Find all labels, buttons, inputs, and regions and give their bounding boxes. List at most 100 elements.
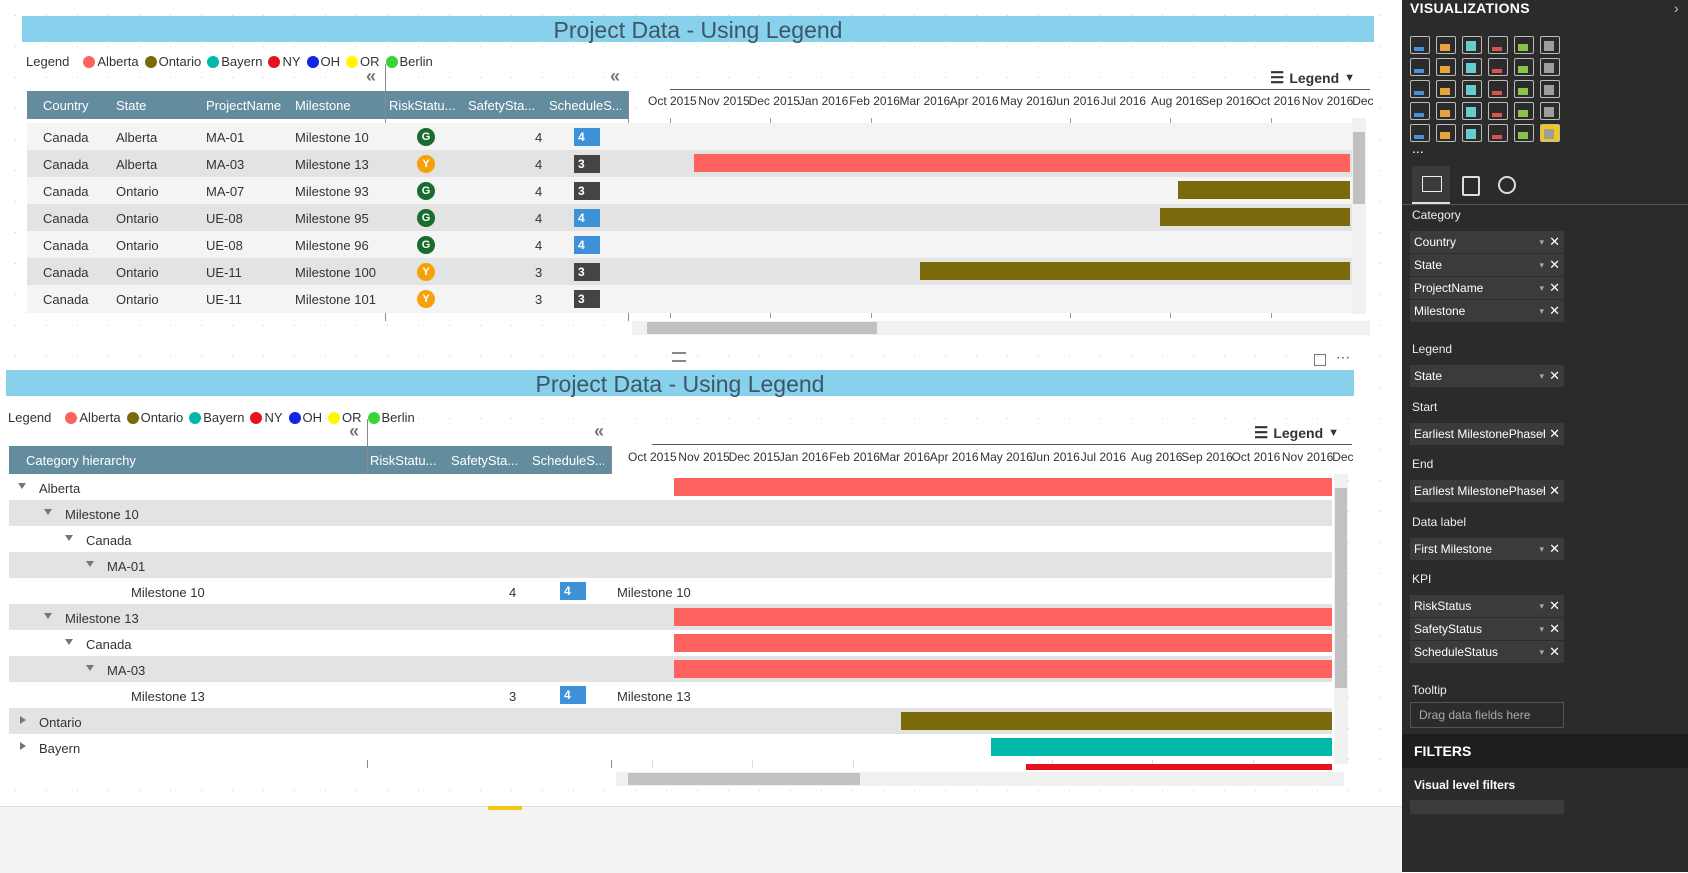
slicer-icon[interactable] xyxy=(1410,124,1430,142)
column-header-5[interactable]: SafetySta... xyxy=(468,98,536,113)
page-tab-active[interactable] xyxy=(488,806,522,810)
filter-well[interactable] xyxy=(1410,800,1564,814)
chevron-down-icon[interactable]: ▾ xyxy=(1539,429,1544,439)
globe-icon[interactable] xyxy=(1514,124,1534,142)
grid-v-scrollbar[interactable] xyxy=(1352,118,1366,314)
remove-field-icon[interactable]: ✕ xyxy=(1549,368,1560,383)
stacked-bar-icon[interactable] xyxy=(1410,36,1430,54)
collapse-grid-icon[interactable]: « xyxy=(349,421,359,441)
chevron-down-icon[interactable]: ▾ xyxy=(1539,371,1544,381)
collapse-timeline-icon[interactable]: « xyxy=(610,66,620,86)
stacked-column-icon[interactable] xyxy=(1436,36,1456,54)
category-field-1[interactable]: State ▾ ✕ xyxy=(1410,254,1564,276)
tooltip-drop-zone[interactable]: Drag data fields here xyxy=(1410,702,1564,728)
column-header-0[interactable]: Country xyxy=(43,98,89,113)
legend-toggle-button[interactable]: ☰ Legend ▼ xyxy=(1270,68,1355,88)
chevron-down-icon[interactable]: ▾ xyxy=(1539,601,1544,611)
chevron-down-icon[interactable]: ▾ xyxy=(1539,544,1544,554)
legend-item-or[interactable]: OR xyxy=(346,54,380,69)
gantt-bar-ny[interactable] xyxy=(1026,764,1332,770)
gantt-bar-alberta[interactable] xyxy=(674,634,1332,652)
fields-tab[interactable] xyxy=(1412,166,1450,204)
expanded-caret-icon[interactable] xyxy=(86,665,94,671)
remove-field-icon[interactable]: ✕ xyxy=(1549,483,1560,498)
data-label-field[interactable]: First Milestone ▾ ✕ xyxy=(1410,538,1564,560)
line-icon[interactable] xyxy=(1410,58,1430,76)
remove-field-icon[interactable]: ✕ xyxy=(1549,426,1560,441)
gantt-bar-alberta[interactable] xyxy=(674,660,1332,678)
remove-field-icon[interactable]: ✕ xyxy=(1549,541,1560,556)
gantt-bar-alberta[interactable] xyxy=(694,154,1350,172)
collapsed-caret-icon[interactable] xyxy=(20,742,26,750)
legend-item-ontario[interactable]: Ontario xyxy=(144,54,201,69)
kpi-field-1[interactable]: SafetyStatus ▾ ✕ xyxy=(1410,618,1564,640)
legend-item-ny[interactable]: NY xyxy=(268,54,301,69)
remove-field-icon[interactable]: ✕ xyxy=(1549,234,1560,249)
gantt-bar-bayern[interactable] xyxy=(991,738,1332,756)
stacked-area-icon[interactable] xyxy=(1462,58,1482,76)
chevron-down-icon[interactable]: ▾ xyxy=(1539,647,1544,657)
more-options-icon[interactable]: ⋯ xyxy=(1336,349,1350,365)
kpi-field-0[interactable]: RiskStatus ▾ ✕ xyxy=(1410,595,1564,617)
scatter-icon[interactable] xyxy=(1436,80,1456,98)
start-field[interactable]: Earliest MilestonePhaseI ▾ ✕ xyxy=(1410,423,1564,445)
legend-field[interactable]: State ▾ ✕ xyxy=(1410,365,1564,387)
tree-row[interactable]: MA-01 xyxy=(9,552,1332,578)
line-clustered-icon[interactable] xyxy=(1514,58,1534,76)
expanded-caret-icon[interactable] xyxy=(65,639,73,645)
legend-item-berlin[interactable]: Berlin xyxy=(367,410,415,425)
scrollbar-thumb[interactable] xyxy=(1353,132,1365,204)
area-icon[interactable] xyxy=(1436,58,1456,76)
chevron-down-icon[interactable]: ▾ xyxy=(1539,624,1544,634)
collapse-timeline-icon[interactable]: « xyxy=(594,421,604,441)
legend-toggle-button[interactable]: ☰ Legend ▼ xyxy=(1254,423,1339,443)
funnel-icon[interactable] xyxy=(1436,102,1456,120)
legend-item-ontario[interactable]: Ontario xyxy=(126,410,183,425)
remove-field-icon[interactable]: ✕ xyxy=(1549,280,1560,295)
gantt-bar-alberta[interactable] xyxy=(674,608,1332,626)
r-visual-icon[interactable] xyxy=(1488,124,1508,142)
tree-row[interactable]: Milestone 13 3 4 Milestone 13 xyxy=(9,682,1332,708)
matrix-icon[interactable] xyxy=(1462,124,1482,142)
multirow-card-icon[interactable] xyxy=(1514,102,1534,120)
focus-mode-icon[interactable] xyxy=(1314,354,1326,366)
chevron-down-icon[interactable]: ▾ xyxy=(1539,237,1544,247)
end-field[interactable]: Earliest MilestonePhaseI ▾ ✕ xyxy=(1410,480,1564,502)
chevron-down-icon[interactable]: ▾ xyxy=(1539,283,1544,293)
waterfall-icon[interactable] xyxy=(1410,80,1430,98)
table-row[interactable]: Canada Ontario MA-07 Milestone 93 G 4 3 xyxy=(27,177,1352,205)
table-row[interactable]: Canada Ontario UE-08 Milestone 96 G 4 4 xyxy=(27,231,1352,259)
expanded-caret-icon[interactable] xyxy=(44,509,52,515)
collapse-grid-icon[interactable]: « xyxy=(366,66,376,86)
remove-field-icon[interactable]: ✕ xyxy=(1549,303,1560,318)
column-header-6[interactable]: ScheduleS... xyxy=(549,98,621,113)
legend-item-bayern[interactable]: Bayern xyxy=(207,54,262,69)
table-row[interactable]: Canada Ontario UE-11 Milestone 100 Y 3 3 xyxy=(27,258,1352,286)
chevron-down-icon[interactable]: ▾ xyxy=(1539,306,1544,316)
chevron-down-icon[interactable]: ▾ xyxy=(1539,260,1544,270)
gantt-bar-ontario[interactable] xyxy=(901,712,1332,730)
gantt-bar-ontario[interactable] xyxy=(1160,208,1350,226)
map-icon[interactable] xyxy=(1540,80,1560,98)
analytics-icon[interactable] xyxy=(1498,176,1516,194)
column-header-2[interactable]: ProjectName xyxy=(206,98,282,113)
column-header-1[interactable]: RiskStatu... xyxy=(370,453,437,468)
tree-row[interactable]: Canada xyxy=(9,526,1332,552)
column-header-1[interactable]: State xyxy=(116,98,147,113)
treemap-icon[interactable] xyxy=(1514,80,1534,98)
scrollbar-thumb[interactable] xyxy=(1335,488,1347,688)
gantt-visual-top[interactable]: Project Data - Using Legend Legend Alber… xyxy=(20,14,1376,340)
clustered-column-icon[interactable] xyxy=(1488,36,1508,54)
timeline-h-scrollbar[interactable] xyxy=(632,321,1370,335)
gauge-icon[interactable] xyxy=(1462,102,1482,120)
kpi-field-2[interactable]: ScheduleStatus ▾ ✕ xyxy=(1410,641,1564,663)
legend-item-or[interactable]: OR xyxy=(328,410,362,425)
chevron-down-icon[interactable]: ▾ xyxy=(1539,486,1544,496)
scrollbar-thumb[interactable] xyxy=(628,773,860,785)
category-field-2[interactable]: ProjectName ▾ ✕ xyxy=(1410,277,1564,299)
expanded-caret-icon[interactable] xyxy=(18,483,26,489)
gantt-visual-bottom[interactable]: ⋯ Project Data - Using Legend Legend Alb… xyxy=(4,349,1356,794)
grid-v-scrollbar[interactable] xyxy=(1334,474,1348,764)
expanded-caret-icon[interactable] xyxy=(86,561,94,567)
expanded-caret-icon[interactable] xyxy=(44,613,52,619)
